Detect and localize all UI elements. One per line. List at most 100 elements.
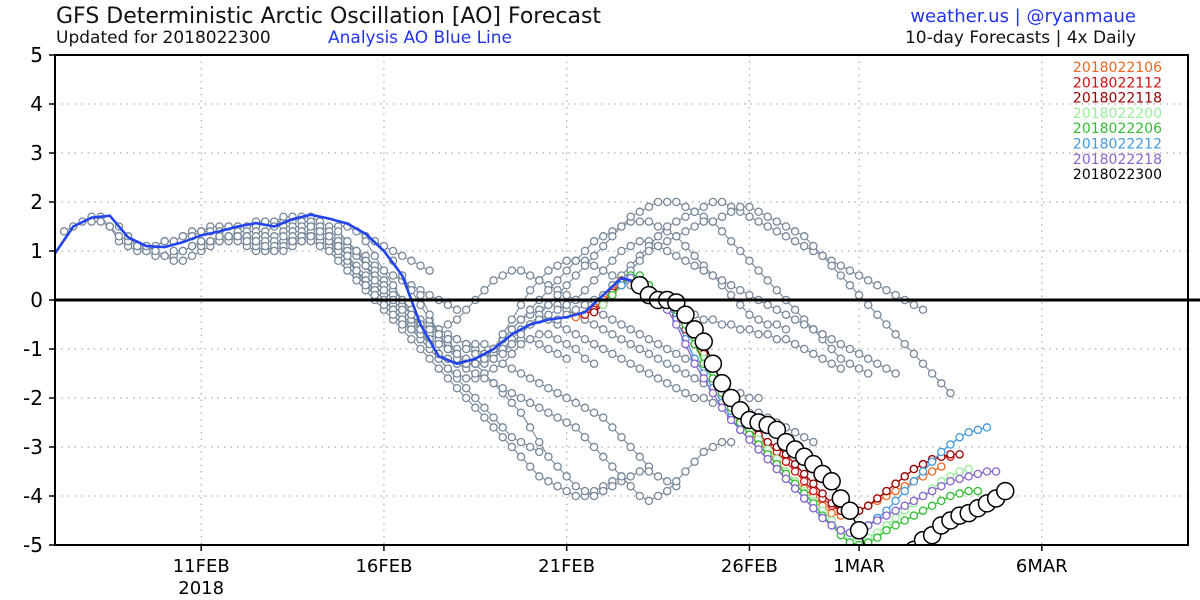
older-forecast-point: [471, 369, 480, 378]
older-forecast-point: [425, 325, 434, 334]
older-forecast-point: [480, 413, 489, 422]
older-forecast-point: [617, 354, 626, 364]
older-forecast-point: [790, 227, 800, 236]
older-forecast-point: [662, 246, 672, 256]
older-forecast-point: [598, 452, 608, 462]
forecast-2018022300-point: [676, 305, 695, 324]
forecast-2018022118-point: [955, 450, 964, 459]
forecast-2018022218-point: [745, 435, 754, 444]
older-forecast-point: [635, 491, 645, 501]
forecast-2018022300-point: [712, 374, 732, 393]
forecast-2018022200-point: [955, 467, 964, 476]
older-forecast-point: [516, 315, 526, 324]
older-forecast-point: [699, 202, 708, 212]
older-forecast-point: [681, 241, 690, 251]
older-forecast-point: [626, 481, 635, 491]
forecast-2018022200-point: [598, 300, 608, 310]
older-forecast-point: [571, 398, 581, 408]
older-forecast-point: [196, 236, 206, 246]
y-tick-label: 3: [30, 141, 43, 165]
older-forecast-point: [662, 477, 672, 486]
older-forecast-point: [306, 222, 316, 231]
older-forecast-point: [571, 330, 581, 339]
older-forecast-point: [516, 266, 526, 275]
older-forecast-point: [516, 408, 526, 417]
older-forecast-point: [562, 256, 571, 266]
older-forecast-point: [708, 442, 718, 452]
older-forecast-point: [836, 339, 846, 349]
older-forecast-point: [407, 256, 416, 266]
older-forecast-point: [672, 217, 681, 226]
older-forecast-point: [516, 393, 526, 403]
older-forecast-point: [672, 364, 681, 373]
forecast-2018022206-point: [946, 491, 955, 501]
older-forecast-point: [525, 462, 535, 471]
older-forecast-point: [589, 491, 599, 501]
forecast-2018022218-point: [927, 486, 937, 496]
older-forecast-point: [745, 202, 754, 212]
older-forecast-point: [699, 447, 708, 457]
forecast-2018022218-point: [982, 467, 992, 476]
older-forecast-point: [370, 251, 380, 261]
older-forecast-point: [717, 227, 727, 236]
older-forecast-point: [407, 334, 416, 344]
credit-label: weather.us | @ryanmaue: [910, 6, 1136, 27]
older-forecast-point: [580, 486, 590, 496]
older-forecast-point: [818, 354, 827, 364]
older-forecast-point: [352, 266, 361, 275]
older-forecast-point: [452, 315, 462, 324]
older-forecast-point: [553, 413, 562, 422]
legend-item: 2018022218: [1073, 152, 1162, 168]
forecast-2018022218-point: [672, 320, 681, 329]
older-forecast-point: [589, 359, 599, 368]
older-forecast-point: [699, 217, 708, 226]
forecast-2018022200-point: [891, 513, 900, 523]
older-forecast-point: [882, 364, 891, 373]
older-forecast-point: [489, 276, 498, 285]
older-forecast-point: [736, 285, 745, 295]
older-forecast-point: [452, 349, 462, 359]
forecast-2018022212-point: [900, 486, 910, 496]
older-forecast-point: [690, 374, 699, 383]
older-forecast-point: [726, 320, 736, 329]
older-forecast-point: [352, 276, 361, 285]
forecast-2018022300-point: [840, 501, 860, 520]
forecast-2018022212-point: [982, 423, 992, 432]
older-forecast-point: [635, 207, 645, 217]
older-forecast-point: [836, 364, 846, 373]
chart-title: GFS Deterministic Arctic Oscillation [AO…: [56, 4, 602, 29]
older-forecast-point: [717, 437, 727, 447]
older-forecast-point: [946, 388, 955, 398]
forecast-2018022300-point: [887, 571, 904, 588]
older-forecast-point: [708, 197, 718, 207]
older-forecast-point: [854, 271, 864, 280]
older-forecast-point: [535, 276, 544, 285]
older-forecast-point: [653, 472, 663, 481]
older-forecast-point: [608, 256, 617, 266]
y-tick-label: -4: [23, 484, 43, 508]
older-forecast-point: [416, 290, 425, 300]
older-forecast-point: [845, 344, 855, 354]
older-forecast-point: [726, 437, 736, 447]
x-tick-label: 16FEB: [355, 556, 412, 577]
older-forecast-point: [580, 246, 590, 256]
forecast-2018022218-point: [681, 339, 690, 349]
older-forecast-point: [745, 290, 754, 300]
forecast-2018022218-point: [736, 425, 745, 435]
forecast-2018022300-point: [896, 556, 913, 573]
forecast-2018022118-point: [763, 437, 772, 447]
older-forecast-point: [854, 290, 864, 300]
older-forecast-point: [562, 290, 571, 300]
forecast-2018022118-point: [818, 489, 827, 498]
older-forecast-point: [489, 364, 498, 373]
older-forecast-point: [918, 305, 928, 315]
older-forecast-point: [507, 339, 517, 349]
older-forecast-point: [772, 305, 782, 315]
older-forecast-point: [781, 310, 791, 319]
older-forecast-point: [836, 271, 846, 280]
older-forecast-point: [416, 261, 425, 270]
older-forecast-point: [827, 261, 836, 270]
older-forecast-point: [699, 393, 708, 403]
older-forecast-point: [553, 388, 562, 398]
older-forecast-point: [96, 217, 105, 226]
